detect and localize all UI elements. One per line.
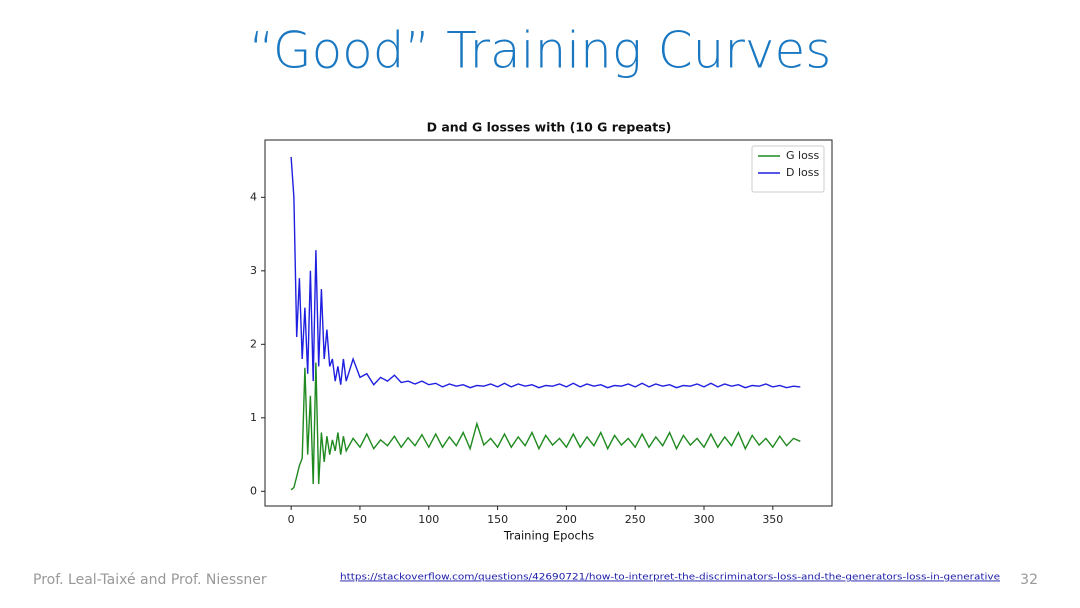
footer-authors: Prof. Leal-Taixé and Prof. Niessner: [33, 572, 267, 588]
x-tick-label: 350: [762, 513, 783, 526]
line-series: [290, 362, 801, 491]
y-tick-label: 1: [250, 411, 257, 424]
slide-title: “Good” Training Curves: [249, 22, 832, 80]
y-tick-label: 0: [250, 484, 257, 497]
y-tick-label: 3: [250, 264, 257, 277]
chart-title: D and G losses with (10 G repeats): [427, 120, 672, 135]
y-tick-label: 4: [250, 190, 257, 203]
y-tick-label: 2: [250, 337, 257, 350]
x-tick-label: 100: [418, 513, 439, 526]
x-tick-label: 200: [556, 513, 577, 526]
x-tick-label: 50: [353, 513, 367, 526]
x-tick-label: 300: [694, 513, 715, 526]
line-series: [290, 156, 801, 389]
legend-label: D loss: [786, 166, 819, 179]
x-tick-label: 0: [288, 513, 295, 526]
plot-frame: [264, 139, 833, 507]
x-tick-label: 150: [487, 513, 508, 526]
legend-box: [751, 145, 825, 193]
x-tick-label: 250: [625, 513, 646, 526]
footer-link[interactable]: https://stackoverflow.com/questions/4269…: [340, 573, 1001, 583]
page-number: 32: [1020, 572, 1038, 588]
legend-label: G loss: [786, 149, 820, 162]
x-axis-label: Training Epochs: [503, 529, 594, 543]
